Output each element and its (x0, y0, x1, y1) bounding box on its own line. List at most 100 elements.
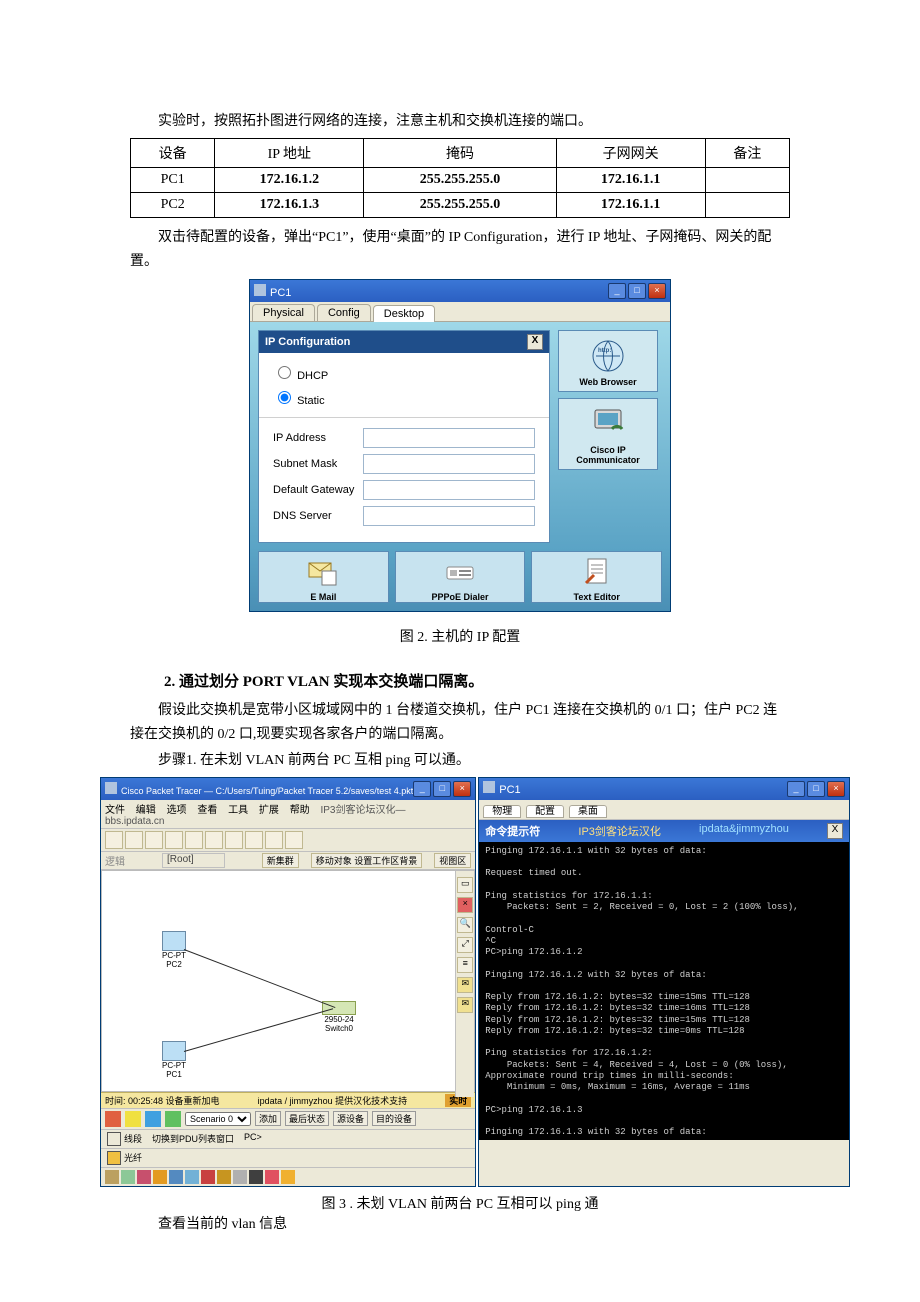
radio-static[interactable]: Static (273, 388, 535, 407)
toolbar-button[interactable] (225, 831, 243, 849)
cmd-title: PC1 (499, 784, 520, 796)
maximize-button[interactable]: □ (628, 283, 646, 299)
tool-inspect-icon[interactable]: 🔍 (457, 917, 473, 933)
radio-dhcp[interactable]: DHCP (273, 363, 535, 382)
close-button[interactable]: × (453, 781, 471, 797)
maximize-button[interactable]: □ (807, 781, 825, 797)
table-cell (705, 192, 789, 217)
tab-desktop[interactable]: 桌面 (569, 805, 607, 818)
tool-pdu2-icon[interactable]: ✉ (457, 997, 473, 1013)
pt-title: Cisco Packet Tracer — C:/Users/Tuing/Pac… (121, 786, 413, 796)
device-chip[interactable] (265, 1170, 279, 1184)
device-chip[interactable] (185, 1170, 199, 1184)
cmd-titlebar[interactable]: PC1 _ □ × (479, 778, 849, 800)
titlebar[interactable]: PC1 _ □ × (250, 280, 670, 302)
tab-config[interactable]: Config (317, 304, 371, 321)
tool-select-icon[interactable]: ▭ (457, 877, 473, 893)
toolbar-button[interactable] (105, 831, 123, 849)
tool-resize-icon[interactable]: ⤢ (457, 937, 473, 953)
tab-physical[interactable]: Physical (252, 304, 315, 321)
app-icon (105, 782, 117, 794)
tab-desktop[interactable]: Desktop (373, 305, 435, 322)
node-pc2[interactable]: PC-PTPC2 (162, 931, 186, 969)
input-ip[interactable] (363, 428, 535, 448)
color-swatch[interactable] (145, 1111, 161, 1127)
tab-physical[interactable]: 物理 (483, 805, 521, 818)
close-button[interactable]: × (827, 781, 845, 797)
input-gw[interactable] (363, 480, 535, 500)
device-chip[interactable] (201, 1170, 215, 1184)
minimize-button[interactable]: _ (787, 781, 805, 797)
node-switch[interactable]: 2950-24Switch0 (322, 1001, 356, 1033)
last-state-button[interactable]: 最后状态 (285, 1111, 329, 1126)
pt-menubar[interactable]: 文件 编辑 选项 查看 工具 扩展 帮助 IP3剑客论坛汉化—bbs.ipdat… (101, 800, 475, 829)
dst-device-button[interactable]: 目的设备 (372, 1111, 416, 1126)
tool-delete-icon[interactable]: × (457, 897, 473, 913)
cisco-ip-communicator-app[interactable]: Cisco IP Communicator (558, 398, 658, 470)
line-type-icon[interactable] (107, 1132, 121, 1146)
view-area-button[interactable]: 视图区 (434, 853, 471, 868)
text-editor-app[interactable]: Text Editor (531, 551, 662, 603)
device-chip[interactable] (249, 1170, 263, 1184)
hierarchy-root[interactable]: [Root] (162, 853, 225, 868)
label-fiber: 光纤 (124, 1151, 142, 1164)
email-app[interactable]: E Mail (258, 551, 389, 603)
table-cell: 172.16.1.1 (556, 167, 705, 192)
color-swatch[interactable] (125, 1111, 141, 1127)
toolbar-button[interactable] (205, 831, 223, 849)
modem-icon (396, 552, 525, 592)
color-swatch[interactable] (165, 1111, 181, 1127)
toolbar-button[interactable] (165, 831, 183, 849)
pdu-list-toggle[interactable]: 切换到PDU列表窗口 (152, 1132, 234, 1146)
app-label: Web Browser (561, 377, 655, 387)
device-chip[interactable] (153, 1170, 167, 1184)
input-mask[interactable] (363, 454, 535, 474)
toolbar-button[interactable] (185, 831, 203, 849)
toolbar-button[interactable] (145, 831, 163, 849)
tool-pdu-icon[interactable]: ✉ (457, 977, 473, 993)
scenario-select[interactable]: Scenario 0 (185, 1112, 251, 1126)
new-cluster-button[interactable]: 新集群 (262, 853, 299, 868)
mail-icon (259, 552, 388, 592)
svg-text:http:: http: (598, 348, 611, 354)
minimize-button[interactable]: _ (413, 781, 431, 797)
input-dns[interactable] (363, 506, 535, 526)
pt-titlebar[interactable]: Cisco Packet Tracer — C:/Users/Tuing/Pac… (101, 778, 475, 800)
terminal-output[interactable]: Pinging 172.16.1.1 with 32 bytes of data… (479, 842, 849, 1140)
cmd-close-button[interactable]: X (827, 823, 843, 839)
label-gw: Default Gateway (273, 484, 363, 496)
config-instruction: 双击待配置的设备，弹出“PC1”，使用“桌面”的 IP Configuratio… (130, 226, 790, 274)
move-set-bg-button[interactable]: 移动对象 设置工作区背景 (311, 853, 423, 868)
figure2-caption: 图 2. 主机的 IP 配置 (130, 626, 790, 646)
status-credit: ipdata / jimmyzhou 提供汉化技术支持 (258, 1094, 408, 1107)
fiber-type-icon[interactable] (107, 1151, 121, 1165)
table-cell: 172.16.1.3 (215, 192, 364, 217)
toolbar-button[interactable] (265, 831, 283, 849)
panel-close-button[interactable]: X (527, 334, 543, 350)
web-browser-app[interactable]: http: Web Browser (558, 330, 658, 392)
device-chip[interactable] (217, 1170, 231, 1184)
close-button[interactable]: × (648, 283, 666, 299)
src-device-button[interactable]: 源设备 (333, 1111, 368, 1126)
topology-canvas[interactable]: ▭ × 🔍 ⤢ ≡ ✉ ✉ PC-PTPC2 PC-PTPC1 2950-24S… (101, 870, 475, 1092)
add-button[interactable]: 添加 (255, 1111, 281, 1126)
device-chip[interactable] (281, 1170, 295, 1184)
toolbar-button[interactable] (245, 831, 263, 849)
node-pc1[interactable]: PC-PTPC1 (162, 1041, 186, 1079)
minimize-button[interactable]: _ (608, 283, 626, 299)
device-chip[interactable] (233, 1170, 247, 1184)
link-pc1-switch[interactable] (184, 1008, 333, 1052)
device-chip[interactable] (169, 1170, 183, 1184)
toolbar-button[interactable] (285, 831, 303, 849)
link-pc2-switch[interactable] (184, 949, 336, 1008)
maximize-button[interactable]: □ (433, 781, 451, 797)
color-swatch[interactable] (105, 1111, 121, 1127)
tab-config[interactable]: 配置 (526, 805, 564, 818)
device-chip[interactable] (137, 1170, 151, 1184)
device-chip[interactable] (105, 1170, 119, 1184)
pppoe-dialer-app[interactable]: PPPoE Dialer (395, 551, 526, 603)
device-palette (101, 1167, 475, 1186)
toolbar-button[interactable] (125, 831, 143, 849)
tool-note-icon[interactable]: ≡ (457, 957, 473, 973)
device-chip[interactable] (121, 1170, 135, 1184)
